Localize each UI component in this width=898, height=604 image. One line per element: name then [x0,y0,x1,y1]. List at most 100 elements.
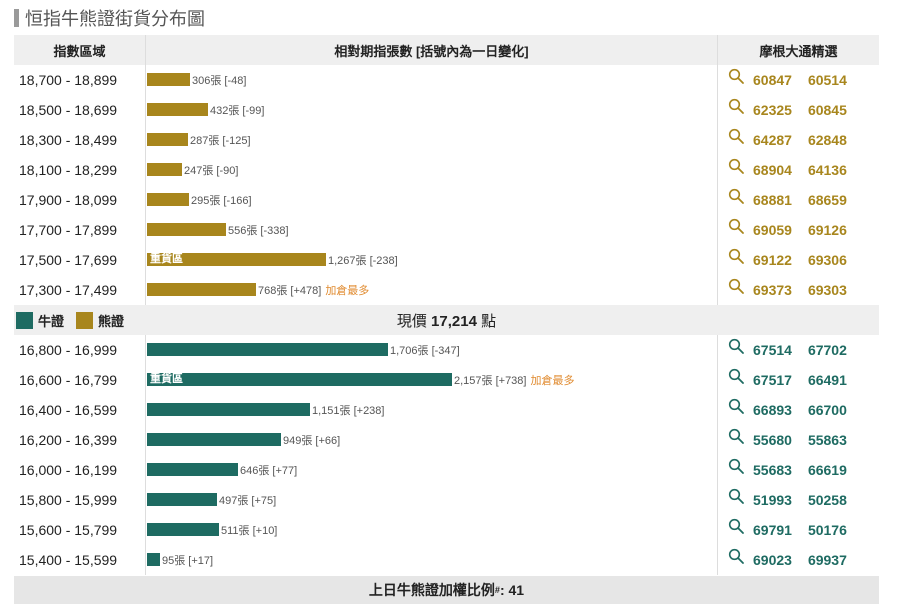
search-icon[interactable] [728,398,745,415]
bear-row: 17,300 - 17,499 768張 [+478] 加倉最多 69373 69303 [14,275,879,305]
warrant-code-link[interactable]: 69059 [753,222,792,238]
search-icon[interactable] [728,518,745,535]
bar-value-text: 949張 [+66] [283,435,341,447]
bull-row: 16,000 - 16,199 646張 [+77] 55683 66619 [14,455,879,485]
warrant-code-link[interactable]: 64287 [753,132,792,148]
search-icon[interactable] [728,488,745,505]
bull-bar[interactable] [147,433,281,446]
warrant-code-link[interactable]: 55680 [753,432,792,448]
picks-cell: 62325 60845 [718,95,879,125]
bear-bar[interactable] [147,133,188,146]
bear-bar[interactable] [147,163,182,176]
footer-sup: # [494,585,500,595]
bar-cell: 768張 [+478] 加倉最多 [146,275,718,305]
warrant-code-link[interactable]: 68659 [807,192,847,208]
warrant-code-link[interactable]: 67514 [753,342,792,358]
range-label: 18,300 - 18,499 [14,125,146,155]
warrant-code-link[interactable]: 69303 [807,282,847,298]
bull-bar[interactable] [147,553,160,566]
bar-value-label: 432張 [-99] [210,102,264,118]
search-icon[interactable] [728,98,745,115]
bear-bar[interactable] [147,193,189,206]
warrant-code-link[interactable]: 50258 [807,492,847,508]
picks-cell: 69023 69937 [718,545,879,575]
search-icon[interactable] [728,158,745,175]
warrant-code-link[interactable]: 62325 [753,102,792,118]
bull-row: 15,400 - 15,599 95張 [+17] 69023 69937 [14,545,879,575]
price-value: 17,214 [431,312,477,330]
search-icon[interactable] [728,458,745,475]
bull-bar[interactable] [147,403,310,416]
current-price: 現價 17,214 點 [14,310,879,331]
bar-value-text: 287張 [-125] [190,135,251,147]
bear-bar[interactable] [147,103,208,116]
search-icon[interactable] [728,338,745,355]
title-bar: 恒指牛熊證街貨分布圖 [14,7,205,29]
warrant-code-link[interactable]: 50176 [807,522,847,538]
warrant-code-link[interactable]: 60845 [807,102,847,118]
bull-bar[interactable] [147,373,452,386]
search-icon[interactable] [728,278,745,295]
bear-bar[interactable] [147,73,190,86]
warrant-code-link[interactable]: 68904 [753,162,792,178]
header-picks: 摩根大通精選 [759,43,838,59]
bar-value-label: 556張 [-338] [228,222,289,238]
picks-cell: 51993 50258 [718,485,879,515]
bear-row: 18,500 - 18,699 432張 [-99] 62325 60845 [14,95,879,125]
range-label: 15,400 - 15,599 [14,545,146,575]
warrant-code-link[interactable]: 62848 [807,132,847,148]
bar-cell: 511張 [+10] [146,515,718,545]
search-icon[interactable] [728,218,745,235]
warrant-code-link[interactable]: 64136 [807,162,847,178]
warrant-code-link[interactable]: 67702 [807,342,847,358]
warrant-code-link[interactable]: 66619 [807,462,847,478]
bull-bar[interactable] [147,463,238,476]
search-icon[interactable] [728,68,745,85]
search-icon[interactable] [728,128,745,145]
picks-cell: 66893 66700 [718,395,879,425]
warrant-code-link[interactable]: 69373 [753,282,792,298]
warrant-code-link[interactable]: 55683 [753,462,792,478]
bull-bar[interactable] [147,523,219,536]
bear-section: 18,700 - 18,899 306張 [-48] 60847 60514 18,50… [14,65,879,305]
search-icon[interactable] [728,548,745,565]
bear-bar[interactable] [147,283,256,296]
bar-value-text: 1,706張 [-347] [390,345,460,357]
bar-value-text: 556張 [-338] [228,225,289,237]
warrant-code-link[interactable]: 69122 [753,252,792,268]
warrant-code-link[interactable]: 51993 [753,492,792,508]
warrant-code-link[interactable]: 69126 [807,222,847,238]
search-icon[interactable] [728,248,745,265]
range-label: 18,700 - 18,899 [14,65,146,95]
warrant-code-link[interactable]: 68881 [753,192,792,208]
bear-bar[interactable] [147,253,326,266]
search-icon[interactable] [728,188,745,205]
range-label: 17,300 - 17,499 [14,275,146,305]
bull-bar[interactable] [147,493,217,506]
warrant-code-link[interactable]: 69791 [753,522,792,538]
picks-cell: 55680 55863 [718,425,879,455]
bar-value-text: 95張 [+17] [162,555,214,567]
picks-cell: 64287 62848 [718,125,879,155]
bear-row: 18,300 - 18,499 287張 [-125] 64287 62848 [14,125,879,155]
bar-value-text: 247張 [-90] [184,165,239,177]
warrant-code-link[interactable]: 67517 [753,372,792,388]
warrant-code-link[interactable]: 66491 [807,372,847,388]
warrant-code-link[interactable]: 55863 [807,432,847,448]
warrant-code-link[interactable]: 69306 [807,252,847,268]
search-icon[interactable] [728,428,745,445]
range-label: 18,100 - 18,299 [14,155,146,185]
bear-row: 18,700 - 18,899 306張 [-48] 60847 60514 [14,65,879,95]
bull-bar[interactable] [147,343,388,356]
warrant-code-link[interactable]: 60847 [753,72,792,88]
bear-bar[interactable] [147,223,226,236]
warrant-code-link[interactable]: 66700 [807,402,847,418]
warrant-code-link[interactable]: 69023 [753,552,792,568]
warrant-code-link[interactable]: 69937 [807,552,847,568]
bar-value-label: 287張 [-125] [190,132,251,148]
search-icon[interactable] [728,368,745,385]
bar-cell: 重貨區 1,267張 [-238] [146,245,718,275]
range-label: 17,700 - 17,899 [14,215,146,245]
warrant-code-link[interactable]: 66893 [753,402,792,418]
warrant-code-link[interactable]: 60514 [807,72,847,88]
